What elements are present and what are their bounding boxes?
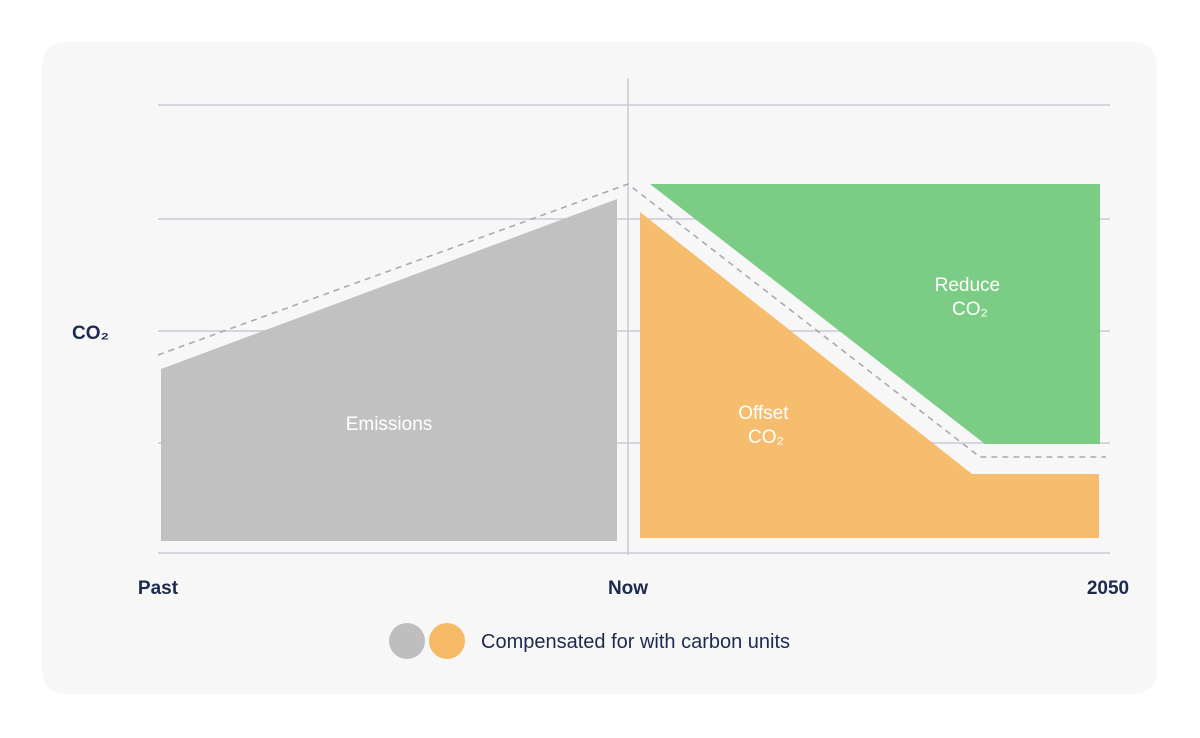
emissions-area [161,199,617,541]
offset-area [640,212,1099,538]
y-axis-label: CO₂ [72,323,109,344]
offset-label-line2: CO₂ [748,427,784,448]
legend-label: Compensated for with carbon units [481,631,790,653]
x-tick-label-2050: 2050 [1087,578,1129,599]
reduce-label: Reduce CO₂ [935,275,1006,320]
reduce-label-line2: CO₂ [952,299,988,320]
emissions-label: Emissions [346,414,433,435]
legend: Compensated for with carbon units [389,623,790,659]
offset-label-line1: Offset [738,403,789,424]
offset-label: Offset CO₂ [738,403,794,448]
legend-swatch-grey [389,623,425,659]
x-tick-label-past: Past [138,578,179,599]
reduce-area [650,184,1100,444]
legend-swatch-orange [429,623,465,659]
x-tick-label-now: Now [608,578,648,599]
reduce-label-line1: Reduce [935,275,1001,296]
